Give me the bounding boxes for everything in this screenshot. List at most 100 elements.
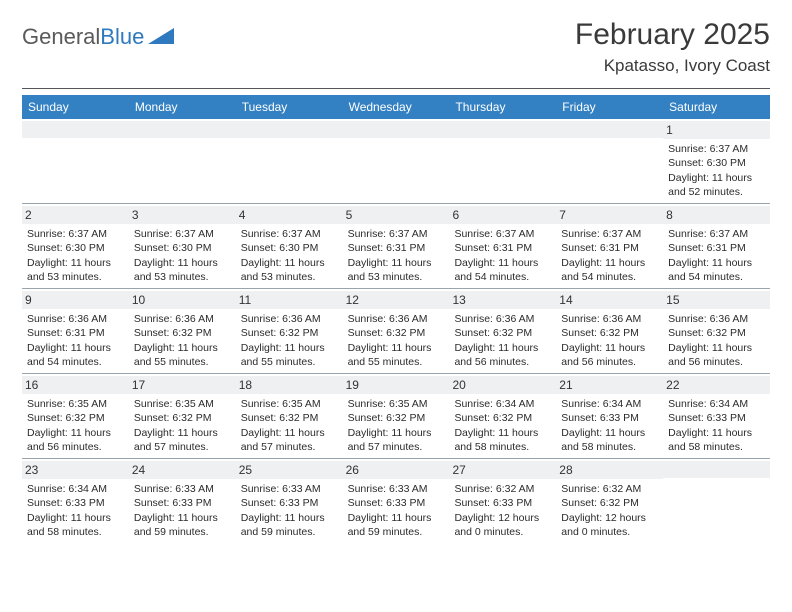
week-row: 1 Sunrise: 6:37 AMSunset: 6:30 PMDaylight… [22, 119, 770, 204]
daylight-label: Daylight: 11 hours and 54 minutes. [454, 256, 551, 284]
day-number: 12 [343, 291, 450, 309]
day-details: Sunrise: 6:35 AMSunset: 6:32 PMDaylight:… [347, 397, 446, 454]
day-number: 22 [663, 376, 770, 394]
sunrise-label: Sunrise: 6:37 AM [668, 142, 765, 156]
day-19: 19Sunrise: 6:35 AMSunset: 6:32 PMDayligh… [343, 374, 450, 458]
day-number: 8 [663, 206, 770, 224]
day-24: 24Sunrise: 6:33 AMSunset: 6:33 PMDayligh… [129, 459, 236, 543]
day-number [449, 121, 556, 138]
day-number: 20 [449, 376, 556, 394]
sunset-label: Sunset: 6:32 PM [454, 326, 551, 340]
daylight-label: Daylight: 11 hours and 53 minutes. [27, 256, 124, 284]
day-details: Sunrise: 6:34 AMSunset: 6:33 PMDaylight:… [26, 482, 125, 539]
day-details: Sunrise: 6:35 AMSunset: 6:32 PMDaylight:… [133, 397, 232, 454]
sunset-label: Sunset: 6:32 PM [348, 411, 445, 425]
week-row: 2Sunrise: 6:37 AMSunset: 6:30 PMDaylight… [22, 204, 770, 289]
dow-wednesday: Wednesday [343, 95, 450, 119]
sunrise-label: Sunrise: 6:37 AM [348, 227, 445, 241]
day-17: 17 Sunrise: 6:35 AMSunset: 6:32 PMDayligh… [129, 374, 236, 458]
day-empty [236, 119, 343, 203]
day-number: 24 [129, 461, 236, 479]
day-empty [129, 119, 236, 203]
day-empty [22, 119, 129, 203]
title-block: February 2025 Kpatasso, Ivory Coast [575, 18, 770, 76]
dow-sunday: Sunday [22, 95, 129, 119]
daylight-label: Daylight: 11 hours and 53 minutes. [348, 256, 445, 284]
day-details: Sunrise: 6:36 AMSunset: 6:32 PMDaylight:… [667, 312, 766, 369]
sunset-label: Sunset: 6:33 PM [668, 411, 765, 425]
day-details: Sunrise: 6:35 AMSunset: 6:32 PMDaylight:… [26, 397, 125, 454]
sunrise-label: Sunrise: 6:33 AM [134, 482, 231, 496]
day-number: 26 [343, 461, 450, 479]
day-details: Sunrise: 6:37 AMSunset: 6:31 PMDaylight:… [560, 227, 659, 284]
sunrise-label: Sunrise: 6:35 AM [241, 397, 338, 411]
daylight-label: Daylight: 11 hours and 54 minutes. [27, 341, 124, 369]
sunset-label: Sunset: 6:33 PM [241, 496, 338, 510]
daylight-label: Daylight: 11 hours and 52 minutes. [668, 171, 765, 199]
day-10: 10 Sunrise: 6:36 AMSunset: 6:32 PMDayligh… [129, 289, 236, 373]
day-number: 27 [449, 461, 556, 479]
sunrise-label: Sunrise: 6:37 AM [668, 227, 765, 241]
logo-text-1: General [22, 24, 100, 50]
day-details: Sunrise: 6:36 AMSunset: 6:32 PMDaylight:… [133, 312, 232, 369]
daylight-label: Daylight: 11 hours and 59 minutes. [134, 511, 231, 539]
day-details: Sunrise: 6:33 AMSunset: 6:33 PMDaylight:… [347, 482, 446, 539]
day-details: Sunrise: 6:37 AMSunset: 6:31 PMDaylight:… [347, 227, 446, 284]
daylight-label: Daylight: 12 hours and 0 minutes. [561, 511, 658, 539]
sunset-label: Sunset: 6:32 PM [348, 326, 445, 340]
day-empty [556, 119, 663, 203]
sunset-label: Sunset: 6:33 PM [27, 496, 124, 510]
day-4: 4Sunrise: 6:37 AMSunset: 6:30 PMDaylight… [236, 204, 343, 288]
week-row: 9Sunrise: 6:36 AMSunset: 6:31 PMDaylight… [22, 289, 770, 374]
sunset-label: Sunset: 6:32 PM [561, 496, 658, 510]
sunrise-label: Sunrise: 6:36 AM [241, 312, 338, 326]
day-number [236, 121, 343, 138]
daylight-label: Daylight: 11 hours and 58 minutes. [27, 511, 124, 539]
daylight-label: Daylight: 11 hours and 55 minutes. [241, 341, 338, 369]
day-empty [663, 459, 770, 543]
sunset-label: Sunset: 6:33 PM [454, 496, 551, 510]
sunset-label: Sunset: 6:30 PM [241, 241, 338, 255]
day-28: 28Sunrise: 6:32 AMSunset: 6:32 PMDayligh… [556, 459, 663, 543]
dow-tuesday: Tuesday [236, 95, 343, 119]
day-number: 13 [449, 291, 556, 309]
day-number: 17 [129, 376, 236, 394]
day-details: Sunrise: 6:34 AMSunset: 6:33 PMDaylight:… [560, 397, 659, 454]
day-18: 18Sunrise: 6:35 AMSunset: 6:32 PMDayligh… [236, 374, 343, 458]
sunrise-label: Sunrise: 6:36 AM [561, 312, 658, 326]
daylight-label: Daylight: 11 hours and 56 minutes. [668, 341, 765, 369]
day-details: Sunrise: 6:36 AMSunset: 6:32 PMDaylight:… [560, 312, 659, 369]
daylight-label: Daylight: 11 hours and 57 minutes. [134, 426, 231, 454]
day-number: 1 [663, 121, 770, 139]
day-11: 11Sunrise: 6:36 AMSunset: 6:32 PMDayligh… [236, 289, 343, 373]
header: GeneralBlue February 2025 Kpatasso, Ivor… [22, 18, 770, 76]
daylight-label: Daylight: 11 hours and 59 minutes. [348, 511, 445, 539]
day-details: Sunrise: 6:32 AMSunset: 6:33 PMDaylight:… [453, 482, 552, 539]
sunset-label: Sunset: 6:32 PM [454, 411, 551, 425]
day-number: 14 [556, 291, 663, 309]
day-number: 15 [663, 291, 770, 309]
logo-triangle-icon [148, 24, 174, 50]
day-details: Sunrise: 6:37 AMSunset: 6:31 PMDaylight:… [453, 227, 552, 284]
sunrise-label: Sunrise: 6:37 AM [27, 227, 124, 241]
day-23: 23Sunrise: 6:34 AMSunset: 6:33 PMDayligh… [22, 459, 129, 543]
sunset-label: Sunset: 6:30 PM [134, 241, 231, 255]
day-number: 21 [556, 376, 663, 394]
day-details: Sunrise: 6:33 AMSunset: 6:33 PMDaylight:… [240, 482, 339, 539]
day-number: 9 [22, 291, 129, 309]
day-number: 10 [129, 291, 236, 309]
sunset-label: Sunset: 6:32 PM [27, 411, 124, 425]
day-14: 14 Sunrise: 6:36 AMSunset: 6:32 PMDayligh… [556, 289, 663, 373]
sunset-label: Sunset: 6:31 PM [668, 241, 765, 255]
logo: GeneralBlue [22, 24, 174, 50]
day-number: 18 [236, 376, 343, 394]
daylight-label: Daylight: 11 hours and 59 minutes. [241, 511, 338, 539]
page-title: February 2025 [575, 18, 770, 52]
sunrise-label: Sunrise: 6:36 AM [348, 312, 445, 326]
sunrise-label: Sunrise: 6:35 AM [348, 397, 445, 411]
day-1: 1 Sunrise: 6:37 AMSunset: 6:30 PMDaylight… [663, 119, 770, 203]
sunset-label: Sunset: 6:32 PM [241, 326, 338, 340]
day-details: Sunrise: 6:37 AMSunset: 6:31 PMDaylight:… [667, 227, 766, 284]
sunrise-label: Sunrise: 6:36 AM [668, 312, 765, 326]
day-details: Sunrise: 6:37 AMSunset: 6:30 PMDaylight:… [667, 142, 766, 199]
